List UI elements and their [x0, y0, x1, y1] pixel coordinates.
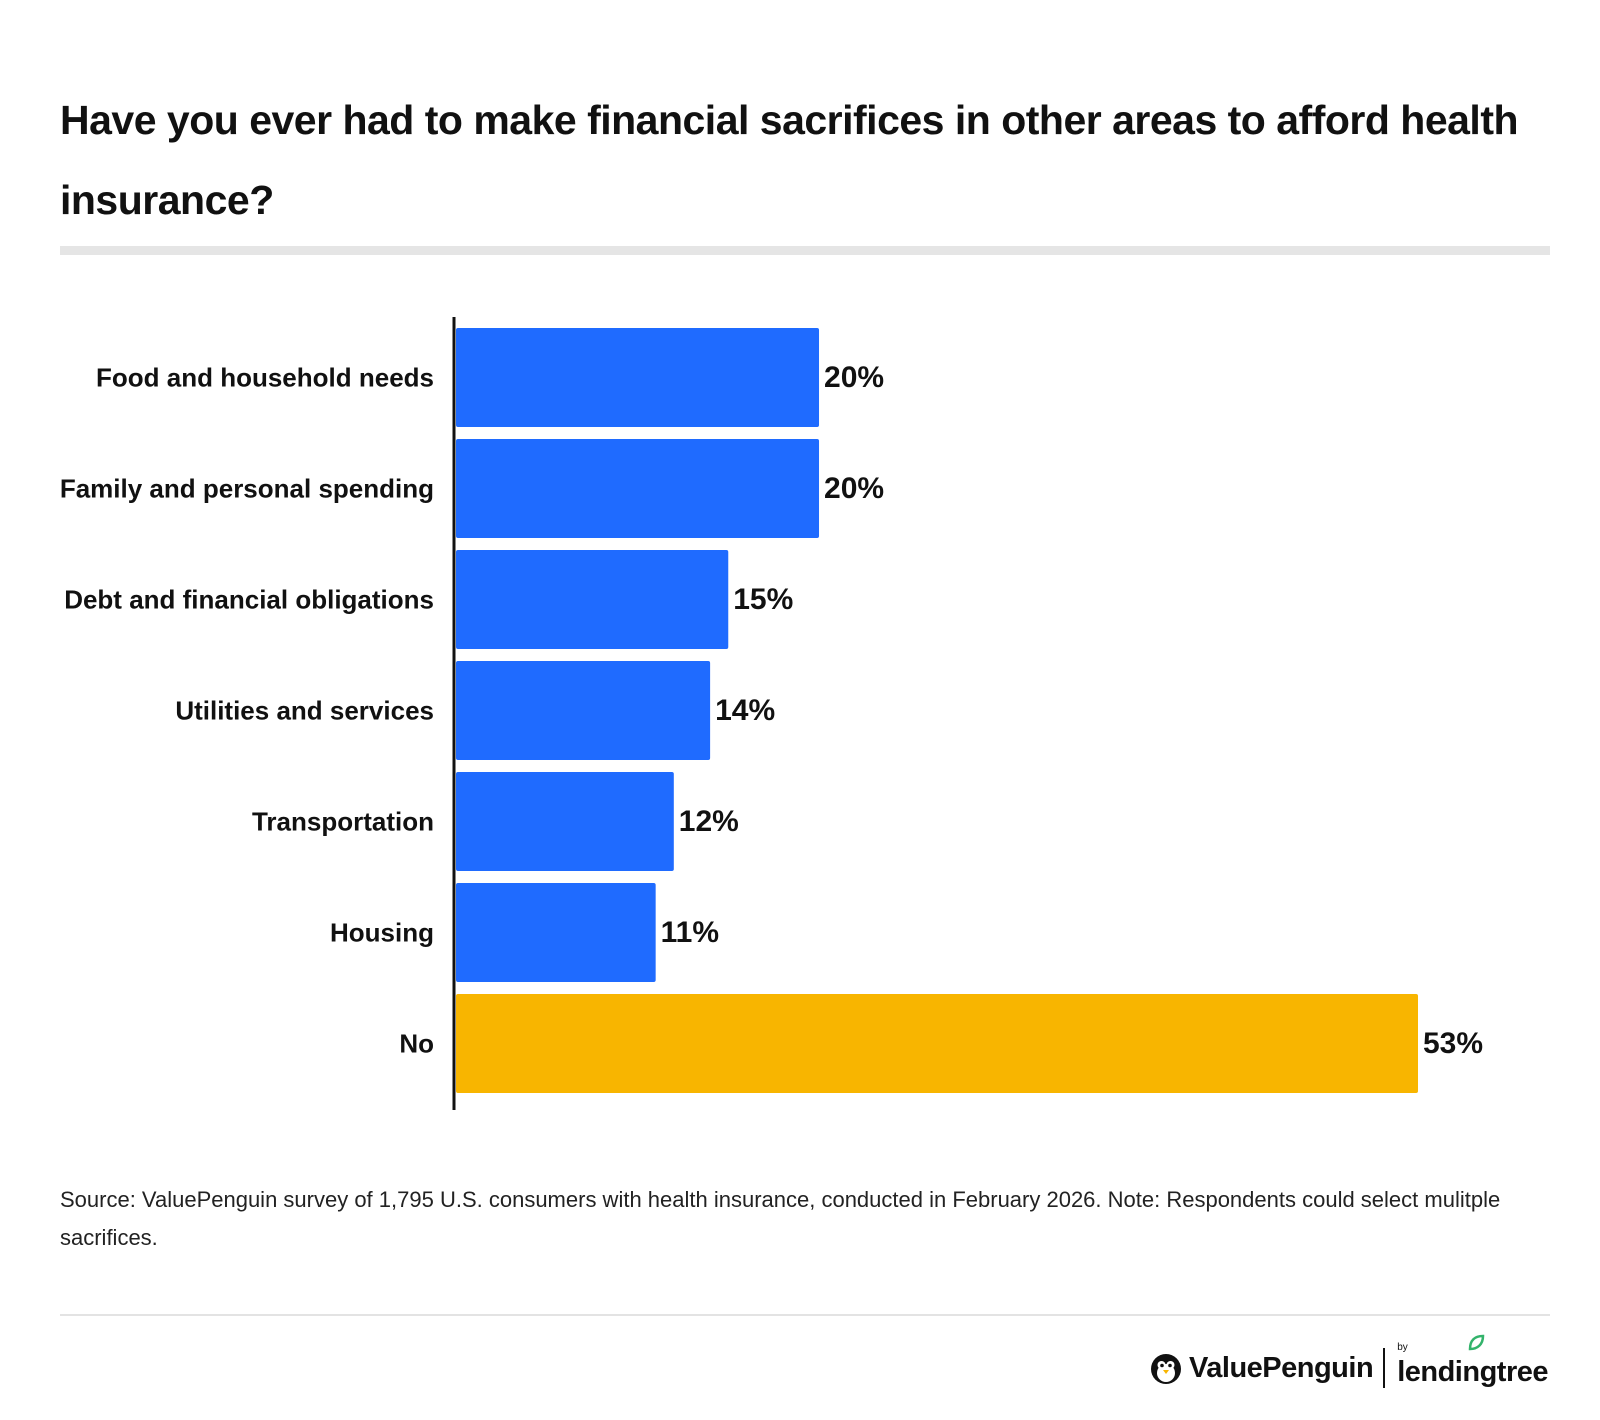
- category-labels: Food and household needs Family and perso…: [60, 363, 434, 1059]
- value-label-3: 14%: [715, 694, 775, 727]
- value-labels: 20% 20% 15% 14% 12% 11% 53%: [661, 361, 1483, 1060]
- valuepenguin-logo: ValuePenguin: [1149, 1351, 1374, 1385]
- brand-by-label: by: [1397, 1341, 1408, 1353]
- chart-title: Have you ever had to make financial sacr…: [60, 97, 1519, 223]
- value-label-4: 12%: [679, 805, 739, 838]
- value-label-1: 20%: [824, 472, 884, 505]
- lendingtree-wordmark: lendingtree: [1397, 1355, 1548, 1388]
- bar-0: [456, 328, 820, 427]
- category-label-4: Transportation: [252, 807, 434, 837]
- title-divider: [60, 246, 1550, 255]
- category-label-6: No: [399, 1029, 434, 1059]
- brand-logo: ValuePenguin by lendingtree: [1149, 1334, 1548, 1392]
- category-label-0: Food and household needs: [96, 363, 434, 393]
- penguin-icon: [1151, 1354, 1182, 1384]
- bar-2: [456, 550, 729, 649]
- bars-layer: [456, 328, 1418, 1093]
- valuepenguin-wordmark: ValuePenguin: [1189, 1351, 1374, 1384]
- bar-chart: Food and household needs Family and perso…: [60, 317, 1483, 1110]
- value-label-6: 53%: [1423, 1027, 1483, 1060]
- bar-6: [456, 994, 1418, 1093]
- value-label-0: 20%: [824, 361, 884, 394]
- brand-separator: [1383, 1348, 1386, 1388]
- category-label-5: Housing: [330, 918, 434, 948]
- bar-3: [456, 661, 711, 760]
- leaf-icon: [1468, 1334, 1485, 1350]
- bar-1: [456, 439, 820, 538]
- source-footnote: Source: ValuePenguin survey of 1,795 U.S…: [60, 1187, 1501, 1250]
- category-label-3: Utilities and services: [175, 696, 434, 726]
- category-label-1: Family and personal spending: [60, 474, 434, 504]
- category-label-2: Debt and financial obligations: [64, 585, 434, 615]
- footer-divider: [60, 1314, 1550, 1316]
- value-label-5: 11%: [661, 916, 719, 949]
- lendingtree-logo: by lendingtree: [1397, 1334, 1548, 1389]
- bar-4: [456, 772, 674, 871]
- value-label-2: 15%: [733, 583, 793, 616]
- bar-5: [456, 883, 656, 982]
